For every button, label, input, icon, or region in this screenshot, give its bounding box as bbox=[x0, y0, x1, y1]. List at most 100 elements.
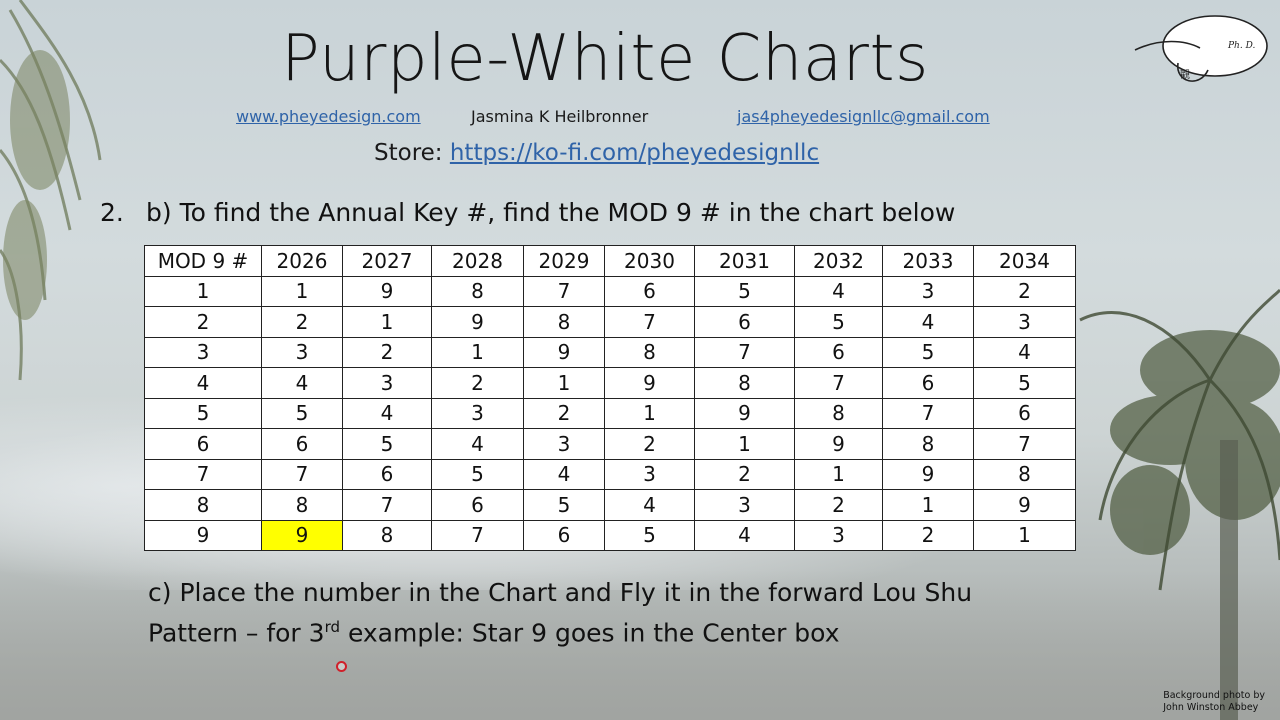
table-cell: 6 bbox=[882, 367, 974, 399]
table-cell: 5 bbox=[694, 275, 795, 307]
table-header-cell: MOD 9 # bbox=[144, 245, 262, 277]
table-cell: 7 bbox=[694, 336, 795, 368]
step-c-note: c) Place the number in the Chart and Fly… bbox=[148, 575, 972, 650]
table-cell: 2 bbox=[144, 306, 262, 338]
table-cell: 9 bbox=[794, 428, 883, 460]
table-cell: 8 bbox=[523, 306, 605, 338]
table-cell: 2 bbox=[694, 458, 795, 490]
table-cell: 5 bbox=[431, 458, 524, 490]
contact-row: www.pheyedesign.com Jasmina K Heilbronne… bbox=[0, 107, 1280, 129]
table-cell: 5 bbox=[973, 367, 1076, 399]
pheye-logo: Ph. D. 觀 bbox=[1134, 15, 1268, 82]
table-cell: 7 bbox=[261, 458, 343, 490]
table-cell: 6 bbox=[431, 489, 524, 521]
store-link[interactable]: https://ko-fi.com/pheyedesignllc bbox=[449, 140, 820, 166]
table-cell: 1 bbox=[261, 275, 343, 307]
table-cell: 2 bbox=[604, 428, 695, 460]
table-cell: 9 bbox=[973, 489, 1076, 521]
table-cell: 3 bbox=[431, 397, 524, 429]
table-header-cell: 2029 bbox=[523, 245, 605, 277]
table-cell: 3 bbox=[694, 489, 795, 521]
table-cell: 5 bbox=[342, 428, 432, 460]
table-cell: 6 bbox=[144, 428, 262, 460]
table-cell: 8 bbox=[882, 428, 974, 460]
table-cell: 1 bbox=[882, 489, 974, 521]
note-line-2-before: Pattern – for 3 bbox=[148, 618, 325, 648]
table-cell: 1 bbox=[342, 306, 432, 338]
table-cell: 5 bbox=[144, 397, 262, 429]
note-line-1: c) Place the number in the Chart and Fly… bbox=[148, 578, 973, 607]
note-line-2-sup: rd bbox=[324, 618, 340, 636]
table-cell: 6 bbox=[694, 306, 795, 338]
table-cell: 5 bbox=[882, 336, 974, 368]
table-cell: 8 bbox=[604, 336, 695, 368]
table-cell: 6 bbox=[342, 458, 432, 490]
table-cell: 3 bbox=[342, 367, 432, 399]
table-cell: 3 bbox=[261, 336, 343, 368]
table-cell: 7 bbox=[144, 458, 262, 490]
email-link[interactable]: jas4pheyedesignllc@gmail.com bbox=[737, 107, 990, 126]
table-cell: 8 bbox=[973, 458, 1076, 490]
table-cell: 7 bbox=[342, 489, 432, 521]
table-cell: 8 bbox=[694, 367, 795, 399]
table-cell: 1 bbox=[144, 275, 262, 307]
table-cell: 3 bbox=[882, 275, 974, 307]
table-cell: 1 bbox=[794, 458, 883, 490]
table-cell: 2 bbox=[882, 519, 974, 551]
table-cell: 1 bbox=[694, 428, 795, 460]
table-header-row: MOD 9 #2026 2027 2028 2029 2030 2031 2032 2033 2… bbox=[144, 245, 1076, 277]
table-header-cell: 2033 bbox=[882, 245, 974, 277]
table-cell: 7 bbox=[523, 275, 605, 307]
mod9-annual-key-table: MOD 9 #2026 2027 2028 2029 2030 2031 2032 2033 2… bbox=[144, 245, 1076, 551]
table-cell: 3 bbox=[144, 336, 262, 368]
step-instruction: 2. b) To find the Annual Key #, find the … bbox=[100, 198, 955, 227]
table-cell: 7 bbox=[431, 519, 524, 551]
table-cell: 9 bbox=[694, 397, 795, 429]
table-header-cell: 2027 bbox=[342, 245, 432, 277]
table-cell: 9 bbox=[604, 367, 695, 399]
table-cell: 3 bbox=[523, 428, 605, 460]
note-line-2: Pattern – for 3rd example: Star 9 goes i… bbox=[148, 610, 972, 650]
table-cell: 6 bbox=[973, 397, 1076, 429]
step-text: b) To find the Annual Key #, find the MO… bbox=[146, 198, 956, 227]
table-cell: 4 bbox=[144, 367, 262, 399]
table-cell: 9 bbox=[431, 306, 524, 338]
background-ground bbox=[0, 570, 1280, 720]
table-cell: 9 bbox=[523, 336, 605, 368]
table-cell: 6 bbox=[604, 275, 695, 307]
photo-credit: Background photo by John Winston Abbey bbox=[1163, 690, 1265, 714]
step-number: 2. bbox=[100, 198, 124, 227]
table-cell: 4 bbox=[431, 428, 524, 460]
table-cell: 2 bbox=[342, 336, 432, 368]
logo-glyph: 觀 bbox=[1180, 69, 1190, 81]
table-cell: 2 bbox=[973, 275, 1076, 307]
store-line: Store: https://ko-fi.com/pheyedesignllc bbox=[374, 140, 819, 166]
mouse-cursor-indicator bbox=[336, 661, 347, 672]
table-cell: 8 bbox=[794, 397, 883, 429]
table-cell: 1 bbox=[973, 519, 1076, 551]
table-cell: 2 bbox=[261, 306, 343, 338]
table-cell: 2 bbox=[523, 397, 605, 429]
table-cell: 8 bbox=[261, 489, 343, 521]
website-link[interactable]: www.pheyedesign.com bbox=[236, 107, 421, 126]
table-header-cell: 2030 bbox=[604, 245, 695, 277]
credit-line-1: Background photo by bbox=[1163, 690, 1265, 701]
table-cell: 2 bbox=[431, 367, 524, 399]
table-cell: 3 bbox=[973, 306, 1076, 338]
page-title: Purple-White Charts bbox=[281, 22, 929, 96]
table-cell: 1 bbox=[604, 397, 695, 429]
table-cell: 7 bbox=[882, 397, 974, 429]
table-cell: 4 bbox=[882, 306, 974, 338]
credit-line-2: John Winston Abbey bbox=[1163, 702, 1259, 713]
table-cell: 7 bbox=[604, 306, 695, 338]
table-cell: 7 bbox=[794, 367, 883, 399]
table-cell: 1 bbox=[431, 336, 524, 368]
table-cell: 5 bbox=[604, 519, 695, 551]
table-cell: 7 bbox=[973, 428, 1076, 460]
table-cell: 3 bbox=[794, 519, 883, 551]
table-header-cell: 2032 bbox=[794, 245, 883, 277]
